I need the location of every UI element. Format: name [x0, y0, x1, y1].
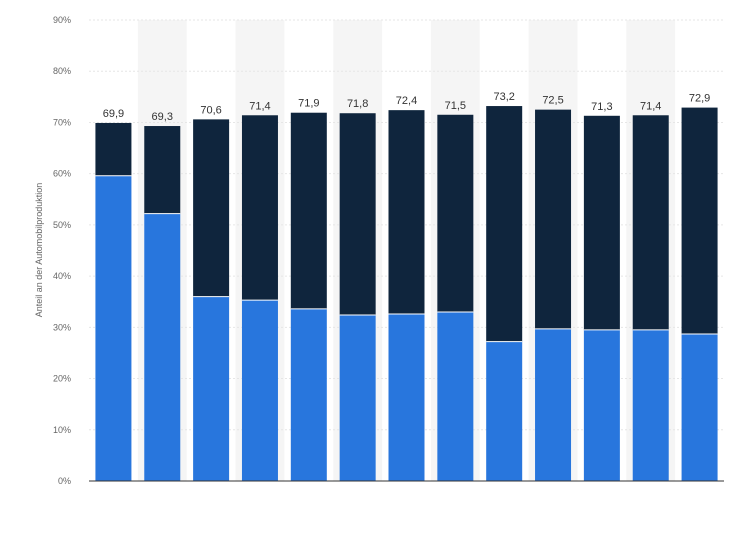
- bar-segment-bottom: [95, 175, 132, 481]
- bar-segment-bottom: [388, 314, 425, 481]
- bar-segment-top: [681, 107, 718, 334]
- total-data-label: 71,3: [591, 101, 612, 113]
- y-tick-label: 0%: [58, 476, 71, 486]
- y-tick-label: 90%: [53, 15, 71, 25]
- total-data-label: 71,4: [640, 100, 661, 112]
- bar-segment-top: [388, 110, 425, 315]
- bar-segment-top: [290, 112, 327, 309]
- total-data-label: 71,5: [445, 100, 466, 112]
- bar-segment-bottom: [486, 341, 523, 481]
- y-axis-title: Anteil an der Automobilproduktion: [34, 183, 44, 318]
- total-data-label: 72,4: [396, 95, 417, 107]
- y-tick-label: 40%: [53, 271, 71, 281]
- bar-segment-bottom: [535, 328, 572, 481]
- bar-segment-bottom: [193, 296, 230, 481]
- bar-segment-top: [583, 115, 620, 330]
- bar-segment-top: [535, 109, 572, 329]
- bar-segment-top: [486, 106, 523, 342]
- total-data-label: 70,6: [200, 104, 221, 116]
- y-tick-label: 20%: [53, 374, 71, 384]
- total-data-label: 71,4: [249, 100, 270, 112]
- bar-segment-top: [95, 122, 132, 176]
- y-tick-label: 30%: [53, 322, 71, 332]
- bar-segment-bottom: [339, 315, 376, 481]
- total-data-label: 71,8: [347, 98, 368, 110]
- bar-segment-bottom: [437, 311, 474, 481]
- bar-segment-bottom: [583, 329, 620, 481]
- bars: [95, 106, 718, 481]
- total-data-label: 69,9: [103, 108, 124, 120]
- y-axis-ticks: 0% 10% 20% 30% 40% 50% 60% 70% 80% 90%: [53, 15, 71, 486]
- bar-segment-bottom: [144, 213, 181, 481]
- bar-segment-bottom: [241, 300, 278, 481]
- y-tick-label: 10%: [53, 425, 71, 435]
- y-tick-label: 70%: [53, 117, 71, 127]
- total-data-label: 72,9: [689, 93, 710, 105]
- data-labels: 69,9 69,3 70,6 71,4 71,9 71,8 72,4 71,5 73,2 72,5…: [103, 91, 711, 123]
- y-tick-label: 60%: [53, 169, 71, 179]
- total-data-label: 72,5: [542, 95, 563, 107]
- bar-segment-bottom: [681, 333, 718, 481]
- y-tick-label: 50%: [53, 220, 71, 230]
- total-data-label: 73,2: [493, 91, 514, 103]
- y-tick-label: 80%: [53, 66, 71, 76]
- bar-segment-top: [339, 113, 376, 316]
- total-data-label: 71,9: [298, 98, 319, 110]
- bar-segment-top: [437, 114, 474, 312]
- bar-segment-bottom: [290, 308, 327, 481]
- total-data-label: 69,3: [152, 111, 173, 123]
- bar-segment-top: [144, 126, 181, 214]
- bar-segment-top: [193, 119, 230, 297]
- bar-segment-top: [241, 115, 278, 301]
- bar-segment-top: [632, 115, 669, 330]
- bar-segment-bottom: [632, 329, 669, 481]
